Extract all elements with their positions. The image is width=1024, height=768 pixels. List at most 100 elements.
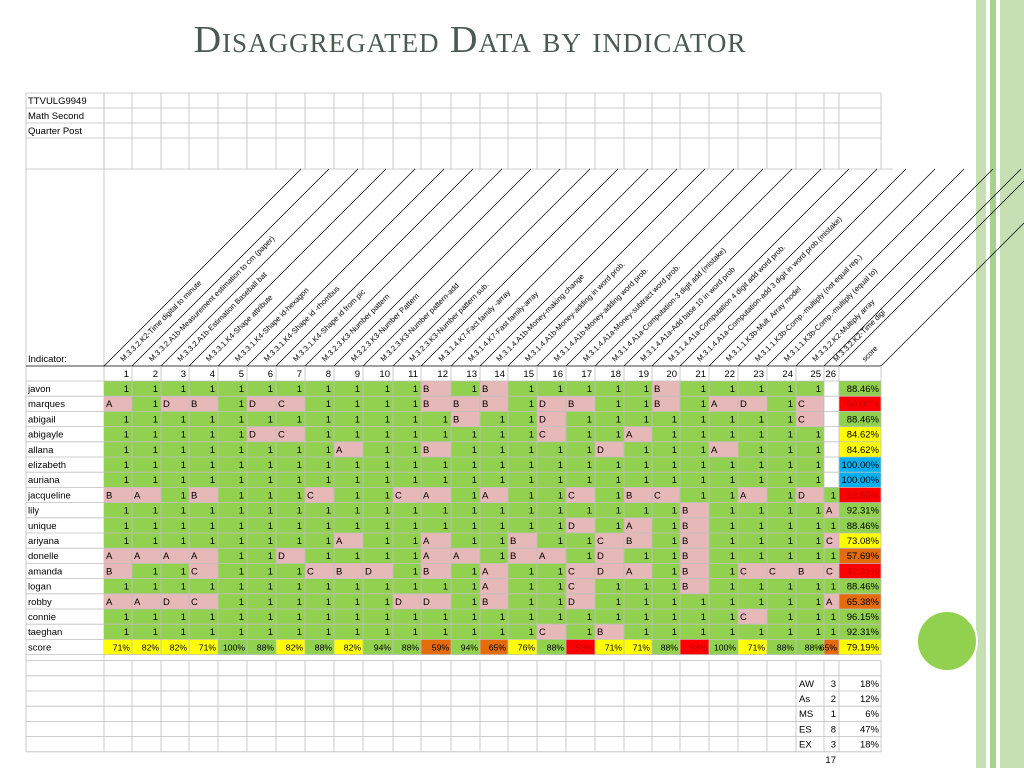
answer-value: 1 (672, 460, 677, 471)
answer-cell (767, 411, 796, 427)
answer-cell (680, 517, 709, 533)
answer-cell (305, 548, 334, 564)
total-score-cell (839, 639, 881, 655)
answer-cell (652, 548, 680, 564)
answer-cell (451, 411, 480, 427)
answer-value: 1 (210, 612, 215, 623)
answer-cell (334, 624, 363, 640)
answer-cell (218, 578, 247, 594)
indicator-score-cell (624, 639, 652, 655)
answer-cell (104, 396, 132, 412)
answer-value: 1 (297, 521, 302, 532)
answer-cell (796, 563, 824, 579)
answer-cell (421, 472, 451, 488)
answer-value: 1 (587, 506, 592, 517)
answer-value: 1 (472, 536, 477, 547)
answer-value: 1 (701, 475, 706, 486)
answer-value: 1 (672, 445, 677, 456)
answer-cell (796, 533, 824, 549)
answer-cell (218, 609, 247, 625)
answer-cell (421, 502, 451, 518)
decor-stripe-mid (990, 0, 996, 768)
answer-cell (393, 563, 421, 579)
answer-value: 1 (472, 384, 477, 395)
score-cell (839, 517, 881, 533)
indicator-score: 59% (432, 642, 450, 652)
indicator-divider (823, 168, 1022, 367)
answer-cell (566, 533, 595, 549)
answer-value: 1 (529, 490, 534, 501)
indicator-score: 82% (142, 642, 160, 652)
answer-value: 1 (210, 521, 215, 532)
answer-value: 1 (413, 399, 418, 410)
answer-value: C (597, 536, 604, 547)
column-number: 5 (239, 369, 244, 380)
answer-value: C (568, 582, 575, 593)
answer-value: 1 (616, 430, 621, 441)
answer-cell (595, 593, 624, 609)
answer-value: B (106, 490, 112, 501)
answer-value: 1 (268, 490, 273, 501)
answer-value: 1 (816, 597, 821, 608)
answer-cell (680, 624, 709, 640)
answer-cell (393, 533, 421, 549)
answer-cell (566, 609, 595, 625)
answer-value: 1 (268, 475, 273, 486)
answer-value: 1 (831, 551, 836, 562)
answer-value: 1 (268, 384, 273, 395)
answer-cell (421, 548, 451, 564)
answer-value: 1 (268, 582, 273, 593)
answer-cell (680, 578, 709, 594)
answer-value: 1 (385, 627, 390, 638)
answer-value: 1 (153, 566, 158, 577)
answer-value: D (798, 490, 805, 501)
answer-cell (595, 381, 624, 397)
answer-cell (451, 609, 480, 625)
indicator-divider (565, 168, 764, 367)
answer-cell (767, 502, 796, 518)
answer-value: 1 (558, 384, 563, 395)
answer-value: 1 (616, 521, 621, 532)
answer-cell (680, 411, 709, 427)
summary-label: EX (799, 740, 812, 751)
answer-cell (824, 624, 839, 640)
answer-cell (421, 441, 451, 457)
answer-value: D (423, 597, 430, 608)
answer-value: 1 (153, 475, 158, 486)
summary-count: 1 (831, 709, 836, 720)
answer-value: A (134, 597, 141, 608)
answer-cell (421, 593, 451, 609)
slide-title: Disaggregated Data by indicator (193, 19, 747, 61)
answer-value: 1 (500, 445, 505, 456)
answer-cell (161, 624, 189, 640)
answer-cell (393, 609, 421, 625)
answer-value: A (711, 399, 718, 410)
indicator-score-cell (652, 639, 680, 655)
answer-value: 1 (297, 627, 302, 638)
answer-cell (104, 411, 132, 427)
answer-cell (276, 578, 305, 594)
answer-cell (276, 548, 305, 564)
answer-value: 1 (701, 597, 706, 608)
indicator-divider (188, 168, 387, 367)
decor-stripe-right (1000, 0, 1024, 768)
answer-value: 1 (443, 414, 448, 425)
answer-value: 1 (644, 597, 649, 608)
answer-cell (104, 563, 132, 579)
answer-cell (276, 593, 305, 609)
indicator-score: 88% (315, 642, 333, 652)
answer-value: 1 (181, 521, 186, 532)
answer-cell (652, 609, 680, 625)
answer-value: 1 (672, 566, 677, 577)
answer-cell (595, 396, 624, 412)
answer-value: C (740, 612, 747, 623)
answer-value: 1 (326, 551, 331, 562)
answer-value: 1 (181, 536, 186, 547)
answer-value: B (682, 506, 688, 517)
answer-cell (247, 593, 276, 609)
answer-value: 1 (558, 445, 563, 456)
answer-cell (276, 381, 305, 397)
answer-value: 1 (644, 627, 649, 638)
answer-value: 1 (529, 612, 534, 623)
